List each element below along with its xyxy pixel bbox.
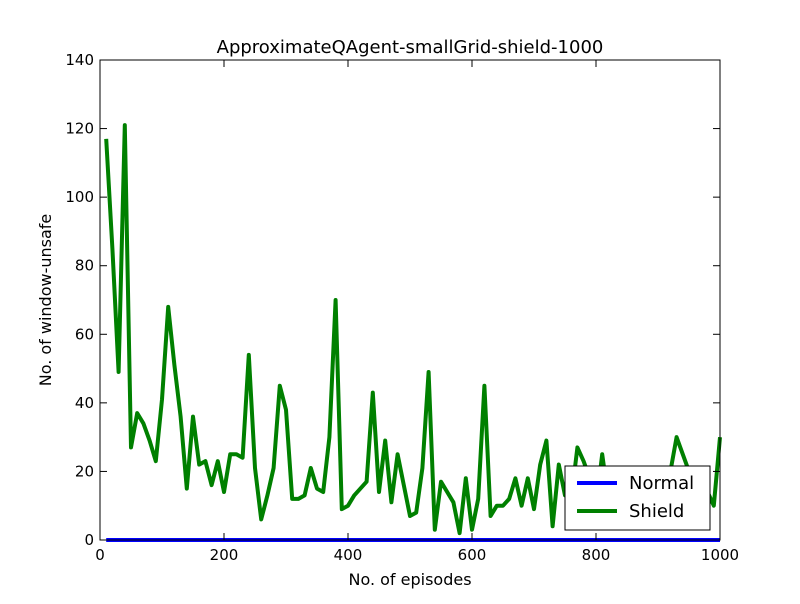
y-tick-label: 80 [75, 257, 94, 275]
y-tick-label: 20 [75, 462, 94, 480]
y-tick-label: 0 [84, 531, 94, 549]
x-tick-label: 1000 [701, 546, 739, 564]
y-tick-label: 100 [65, 188, 94, 206]
y-tick-label: 60 [75, 325, 94, 343]
y-axis-label: No. of window-unsafe [36, 214, 55, 387]
y-tick-label: 120 [65, 120, 94, 138]
x-tick-label: 400 [334, 546, 363, 564]
legend: Normal Shield [565, 466, 710, 530]
y-tick-label: 140 [65, 51, 94, 69]
chart-title: ApproximateQAgent-smallGrid-shield-1000 [217, 37, 604, 58]
legend-label-shield: Shield [629, 501, 684, 522]
x-tick-label: 0 [95, 546, 105, 564]
x-axis-label: No. of episodes [348, 570, 471, 589]
x-tick-label: 600 [458, 546, 487, 564]
x-tick-label: 800 [582, 546, 611, 564]
x-tick-label: 200 [210, 546, 239, 564]
y-tick-label: 40 [75, 394, 94, 412]
legend-label-normal: Normal [629, 473, 694, 494]
